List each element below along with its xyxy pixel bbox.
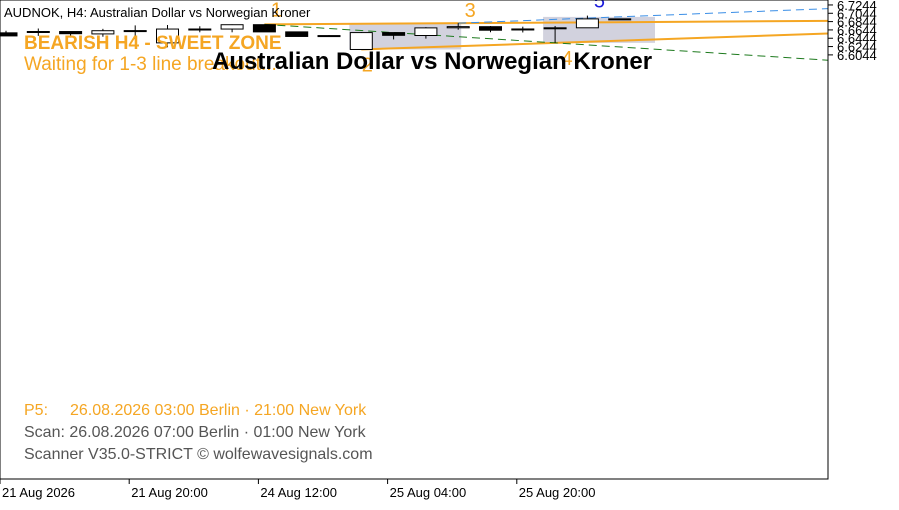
y-tick-label: 6.7044 — [837, 6, 877, 21]
candle-18 — [575, 15, 599, 29]
candle-9 — [285, 31, 309, 37]
candle-body — [414, 27, 438, 36]
zone-box-2 — [543, 16, 655, 43]
candle-body — [608, 18, 632, 21]
candle-10 — [317, 35, 341, 38]
3-5-line — [458, 8, 829, 24]
1-4-line — [264, 23, 829, 61]
candle-15 — [479, 25, 502, 33]
candles — [0, 15, 632, 50]
candle-body — [317, 35, 341, 38]
candle-12 — [382, 32, 406, 40]
1-3-line — [264, 19, 829, 26]
wave-point-5: 5 — [594, 0, 605, 13]
candle-6 — [188, 26, 212, 33]
candle-body — [252, 24, 276, 33]
plot-frame — [0, 0, 829, 480]
y-tick-label: 6.6444 — [837, 31, 877, 46]
y-tick-label: 6.6644 — [837, 23, 877, 38]
status-subtitle: Waiting for 1-3 line breakout... — [24, 54, 277, 75]
candle-4 — [123, 25, 147, 40]
candle-body — [479, 26, 502, 31]
candle-19 — [608, 18, 632, 21]
candle-body — [188, 28, 212, 31]
candle-body — [220, 24, 244, 30]
candle-16 — [511, 26, 535, 33]
candle-body — [382, 32, 406, 36]
y-axis: 6.60446.62446.64446.66446.68446.70446.72… — [828, 0, 877, 63]
candle-13 — [414, 27, 438, 39]
scan-line: Scan: 26.08.2026 07:00 Berlin · 01:00 Ne… — [24, 424, 367, 441]
scanner-line: Scanner V35.0-STRICT © wolfewavesignals.… — [24, 446, 373, 463]
candle-5 — [156, 25, 179, 48]
candle-body — [446, 26, 470, 29]
candle-14 — [446, 23, 470, 30]
candle-body — [59, 31, 83, 35]
candle-body — [0, 32, 18, 37]
candle-body — [543, 27, 567, 30]
wave-point-2: 2 — [362, 54, 373, 76]
candle-body — [349, 32, 373, 50]
p5-value: 26.08.2026 03:00 Berlin · 21:00 New York — [70, 402, 367, 419]
candle-17 — [543, 25, 567, 43]
candle-11 — [349, 32, 373, 50]
candle-body — [26, 31, 50, 34]
wave-point-1: 1 — [271, 0, 282, 21]
candle-7 — [220, 24, 244, 33]
x-tick-label: 25 Aug 04:00 — [390, 485, 467, 500]
candle-body — [285, 31, 309, 37]
status-title: BEARISH H4 - SWEET ZONE — [24, 33, 282, 54]
2-4-line — [361, 32, 829, 51]
candle-body — [511, 28, 535, 31]
chart-title: Australian Dollar vs Norwegian Kroner — [212, 48, 652, 75]
candle-0 — [0, 30, 18, 37]
symbol-line: AUDNOK, H4: Australian Dollar vs Norwegi… — [4, 5, 311, 20]
y-tick-label: 6.6044 — [837, 48, 877, 63]
x-tick-label: 21 Aug 20:00 — [131, 485, 208, 500]
candle-body — [156, 28, 179, 44]
x-tick-label: 21 Aug 2026 — [2, 485, 75, 500]
candle-8 — [252, 24, 276, 33]
candle-1 — [26, 28, 50, 36]
y-tick-label: 6.6244 — [837, 40, 877, 55]
x-tick-label: 25 Aug 20:00 — [519, 485, 596, 500]
x-tick-label: 24 Aug 12:00 — [260, 485, 337, 500]
wave-labels: 1 2 3 4 5 — [271, 0, 605, 76]
candle-body — [123, 30, 147, 33]
candle-body — [91, 30, 115, 35]
wave-point-4: 4 — [562, 48, 573, 70]
candle-body — [575, 18, 599, 29]
candle-3 — [91, 28, 115, 37]
x-axis: 21 Aug 2026 21 Aug 20:00 24 Aug 12:00 25 Au… — [0, 479, 595, 500]
wave-point-3: 3 — [465, 0, 476, 22]
y-tick-label: 6.7244 — [837, 0, 877, 13]
wave-lines — [264, 8, 829, 61]
candle-2 — [59, 31, 83, 38]
p5-label: P5: — [24, 402, 48, 419]
y-tick-label: 6.6844 — [837, 15, 877, 30]
